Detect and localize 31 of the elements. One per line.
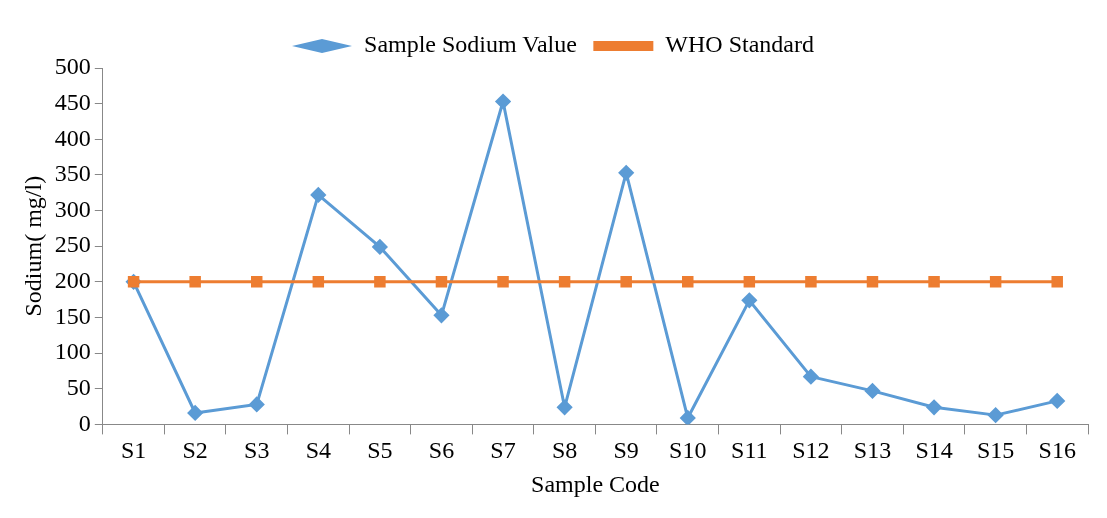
legend-label: Sample Sodium Value [364, 31, 577, 58]
y-tick-label: 500 [54, 53, 91, 80]
y-tick-label: 50 [66, 374, 91, 401]
y-tick-label: 0 [78, 409, 91, 436]
y-tick-label: 200 [54, 267, 91, 294]
x-tick-label: S4 [305, 437, 331, 464]
x-tick-label: S9 [613, 437, 639, 464]
x-tick-label: S16 [1038, 437, 1076, 464]
x-tick-label: S2 [182, 437, 208, 464]
y-tick-label: 250 [54, 231, 91, 258]
x-tick-label: S8 [551, 437, 578, 464]
y-axis-title: Sodium( mg/l) [19, 175, 46, 317]
x-tick-label: S14 [915, 437, 953, 464]
y-tick-label: 150 [54, 302, 91, 329]
legend-label: WHO Standard [665, 31, 814, 58]
x-tick-label: S3 [244, 437, 270, 464]
x-tick-label: S1 [120, 437, 147, 464]
y-tick-label: 450 [54, 88, 91, 115]
x-tick-label: S6 [428, 437, 455, 464]
x-tick-label: S13 [853, 437, 892, 464]
x-tick-label: S11 [731, 437, 768, 464]
x-tick-label: S5 [367, 437, 393, 464]
y-tick-label: 100 [54, 338, 91, 365]
y-tick-label: 300 [54, 195, 91, 222]
x-tick-label: S12 [792, 437, 830, 464]
x-tick-label: S7 [490, 437, 516, 464]
x-axis-title: Sample Code [531, 470, 660, 497]
y-tick-label: 350 [54, 160, 91, 187]
y-tick-label: 400 [54, 124, 91, 151]
x-tick-label: S10 [669, 437, 707, 464]
x-tick-label: S15 [976, 437, 1015, 464]
